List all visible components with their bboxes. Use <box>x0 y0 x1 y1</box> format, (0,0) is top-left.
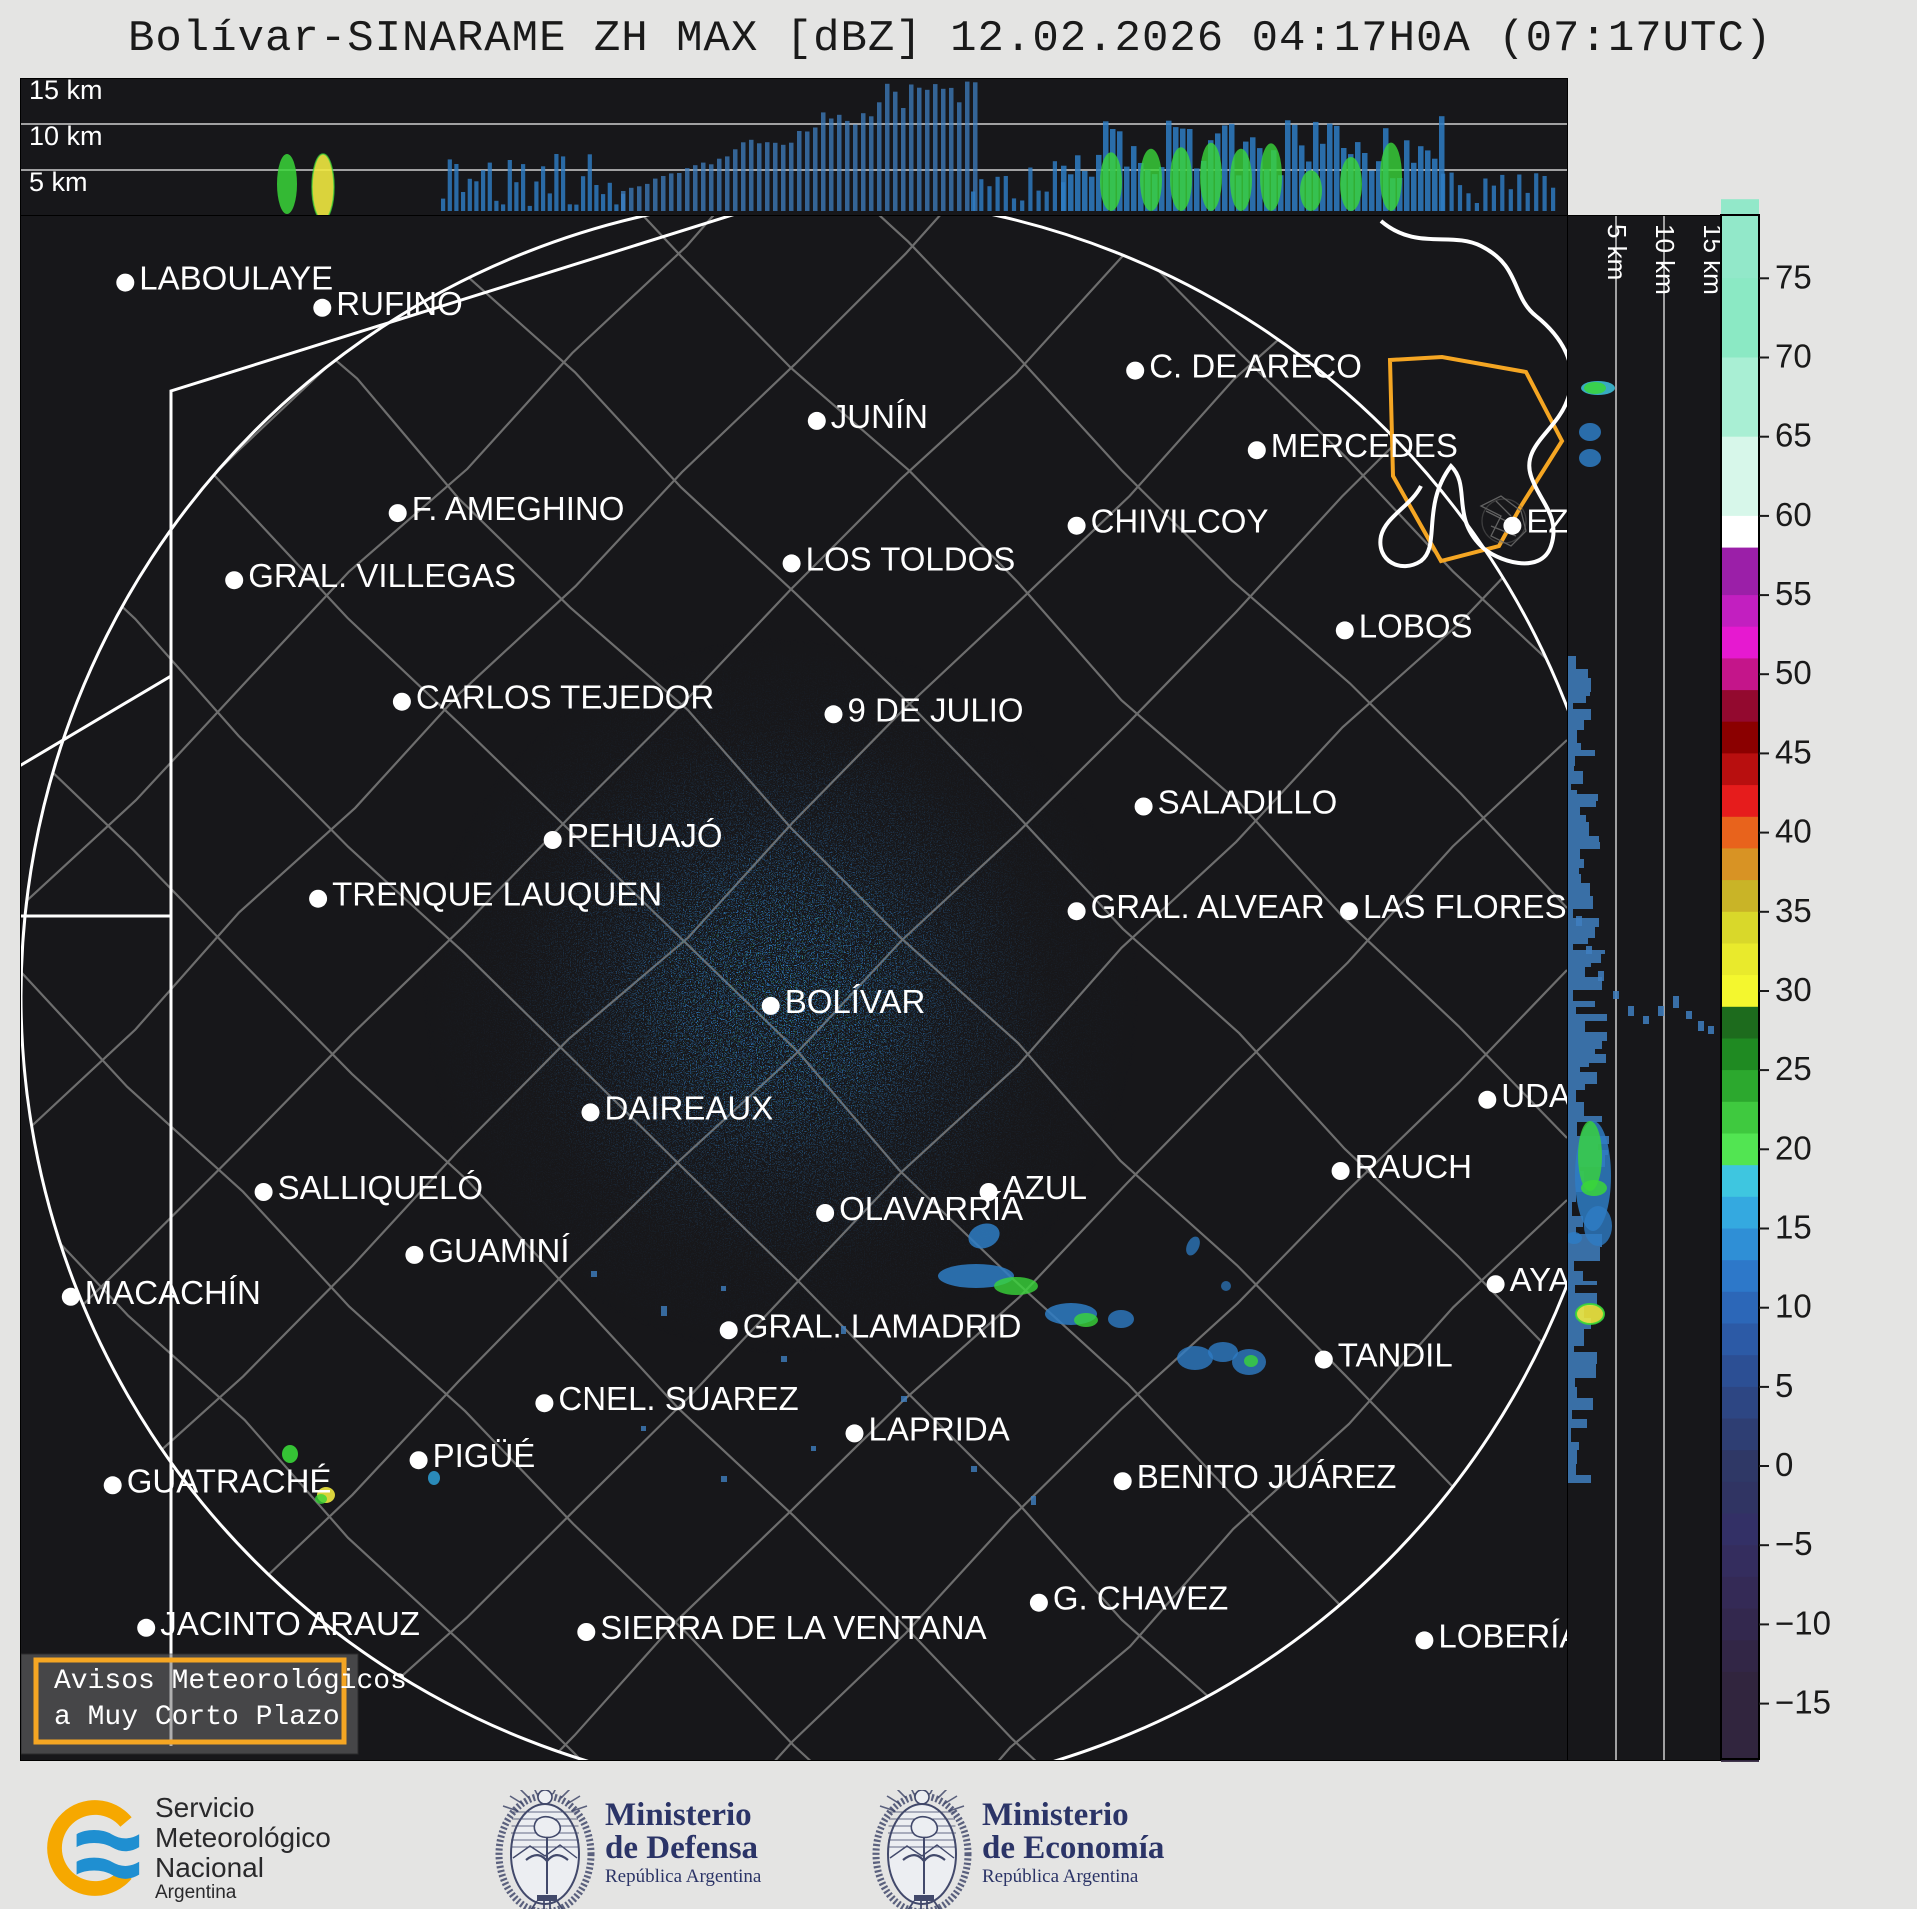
svg-text:de Defensa: de Defensa <box>605 1830 758 1866</box>
svg-text:45: 45 <box>1775 733 1812 770</box>
svg-text:GRAL. ALVEAR: GRAL. ALVEAR <box>1091 888 1325 925</box>
svg-text:LAPRIDA: LAPRIDA <box>869 1410 1010 1447</box>
svg-text:SALLIQUELÓ: SALLIQUELÓ <box>278 1169 483 1206</box>
svg-text:RUFINO: RUFINO <box>336 285 463 322</box>
svg-text:15: 15 <box>1775 1209 1812 1246</box>
svg-text:10 km: 10 km <box>1650 224 1680 295</box>
svg-text:Nacional: Nacional <box>155 1852 264 1883</box>
svg-text:PEHUAJÓ: PEHUAJÓ <box>567 817 723 854</box>
svg-text:F. AMEGHINO: F. AMEGHINO <box>412 490 625 527</box>
svg-text:BOLÍVAR: BOLÍVAR <box>785 983 926 1020</box>
svg-text:GUAMINÍ: GUAMINÍ <box>428 1232 570 1269</box>
svg-text:República Argentina: República Argentina <box>605 1866 762 1887</box>
svg-text:60: 60 <box>1775 496 1812 533</box>
svg-text:−5: −5 <box>1775 1525 1813 1562</box>
svg-text:5: 5 <box>1775 1367 1793 1404</box>
svg-text:RAUCH: RAUCH <box>1355 1148 1472 1185</box>
svg-text:a Muy Corto Plazo: a Muy Corto Plazo <box>54 1702 340 1733</box>
svg-text:9 DE JULIO: 9 DE JULIO <box>848 691 1024 728</box>
svg-text:LAS FLORES: LAS FLORES <box>1363 888 1567 925</box>
svg-text:−10: −10 <box>1775 1604 1831 1641</box>
svg-text:10: 10 <box>1775 1288 1812 1325</box>
svg-text:20: 20 <box>1775 1129 1812 1166</box>
svg-text:LOS TOLDOS: LOS TOLDOS <box>806 540 1016 577</box>
svg-text:UDAC: UDAC <box>1501 1077 1567 1114</box>
svg-text:Meteorológico: Meteorológico <box>155 1822 331 1853</box>
svg-text:JACINTO ARAUZ: JACINTO ARAUZ <box>160 1605 420 1642</box>
svg-text:10 km: 10 km <box>29 121 103 151</box>
svg-text:GUATRACHÉ: GUATRACHÉ <box>127 1462 332 1499</box>
svg-text:Ministerio: Ministerio <box>605 1797 752 1833</box>
svg-text:15 km: 15 km <box>29 79 103 105</box>
svg-text:MERCEDES: MERCEDES <box>1271 427 1458 464</box>
svg-text:70: 70 <box>1775 338 1812 375</box>
svg-text:República Argentina: República Argentina <box>982 1866 1139 1887</box>
svg-text:−15: −15 <box>1775 1684 1831 1721</box>
svg-text:BENITO JUÁREZ: BENITO JUÁREZ <box>1137 1458 1397 1495</box>
svg-text:0: 0 <box>1775 1446 1793 1483</box>
svg-text:GRAL. VILLEGAS: GRAL. VILLEGAS <box>248 557 516 594</box>
svg-text:CNEL. SUAREZ: CNEL. SUAREZ <box>558 1380 798 1417</box>
svg-text:PIGÜÉ: PIGÜÉ <box>433 1437 536 1474</box>
svg-text:65: 65 <box>1775 417 1812 454</box>
svg-text:Avisos Meteorológicos: Avisos Meteorológicos <box>54 1666 407 1697</box>
svg-text:30: 30 <box>1775 971 1812 1008</box>
svg-text:G. CHAVEZ: G. CHAVEZ <box>1053 1580 1228 1617</box>
svg-text:LABOULAYE: LABOULAYE <box>139 260 333 297</box>
svg-text:40: 40 <box>1775 813 1812 850</box>
svg-text:SALADILLO: SALADILLO <box>1158 784 1338 821</box>
svg-text:DAIREAUX: DAIREAUX <box>605 1089 774 1126</box>
svg-text:25: 25 <box>1775 1050 1812 1087</box>
svg-text:OLAVARRÍA: OLAVARRÍA <box>839 1190 1023 1227</box>
svg-text:CHIVILCOY: CHIVILCOY <box>1091 503 1269 540</box>
svg-text:LOBOS: LOBOS <box>1359 607 1473 644</box>
svg-text:CARLOS TEJEDOR: CARLOS TEJEDOR <box>416 679 714 716</box>
svg-text:50: 50 <box>1775 654 1812 691</box>
svg-text:LOBERÍA: LOBERÍA <box>1438 1617 1567 1654</box>
svg-text:Ministerio: Ministerio <box>982 1797 1129 1833</box>
svg-text:SIERRA DE LA VENTANA: SIERRA DE LA VENTANA <box>600 1609 986 1646</box>
svg-text:GRAL. LAMADRID: GRAL. LAMADRID <box>743 1307 1022 1344</box>
svg-text:Argentina: Argentina <box>155 1882 237 1903</box>
svg-text:75: 75 <box>1775 258 1812 295</box>
svg-text:TANDIL: TANDIL <box>1338 1337 1453 1374</box>
svg-text:Servicio: Servicio <box>155 1792 255 1823</box>
svg-text:55: 55 <box>1775 575 1812 612</box>
svg-text:5 km: 5 km <box>1602 224 1632 280</box>
svg-text:EZE: EZE <box>1526 503 1567 540</box>
svg-text:15 km: 15 km <box>1698 224 1721 295</box>
svg-text:MACACHÍN: MACACHÍN <box>85 1274 261 1311</box>
svg-text:35: 35 <box>1775 892 1812 929</box>
svg-text:TRENQUE LAUQUEN: TRENQUE LAUQUEN <box>332 876 662 913</box>
svg-text:de Economía: de Economía <box>982 1830 1164 1866</box>
svg-text:C. DE ARECO: C. DE ARECO <box>1149 348 1362 385</box>
svg-text:JUNÍN: JUNÍN <box>831 398 928 435</box>
svg-text:5 km: 5 km <box>29 167 88 197</box>
svg-text:AYA: AYA <box>1510 1261 1567 1298</box>
